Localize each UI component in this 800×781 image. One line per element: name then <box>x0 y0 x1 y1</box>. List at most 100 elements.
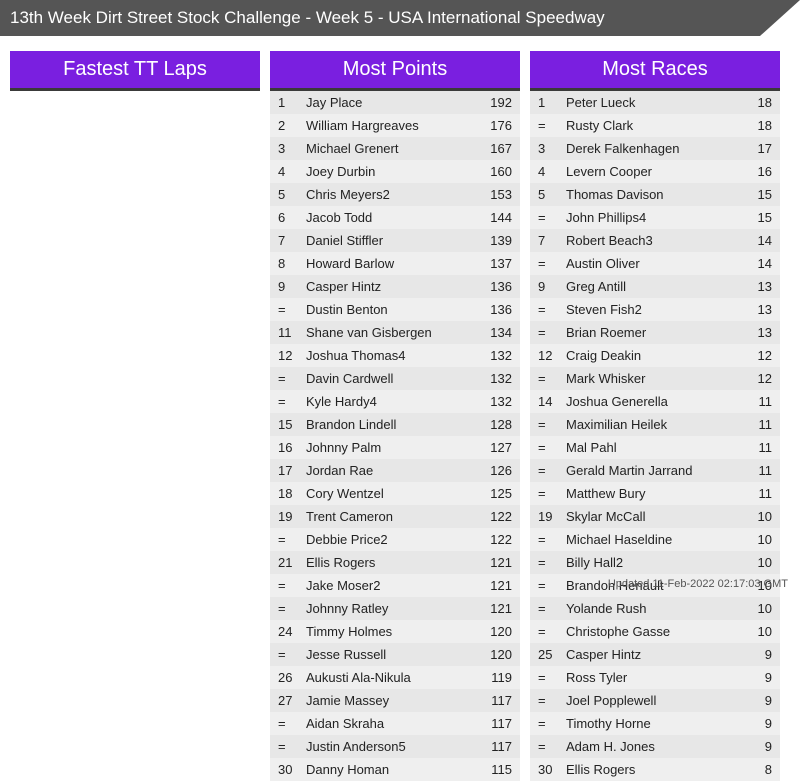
page-header: 13th Week Dirt Street Stock Challenge - … <box>0 0 800 36</box>
value-cell: 125 <box>476 486 512 501</box>
name-cell: Dustin Benton <box>306 302 476 317</box>
table-row: = Davin Cardwell 132 <box>270 367 520 390</box>
rank-cell: = <box>538 532 566 547</box>
table-row: 5 Thomas Davison 15 <box>530 183 780 206</box>
table-row: 4 Levern Cooper 16 <box>530 160 780 183</box>
rank-cell: = <box>538 716 566 731</box>
rank-cell: = <box>538 739 566 754</box>
rank-cell: 26 <box>278 670 306 685</box>
name-cell: Robert Beach3 <box>566 233 736 248</box>
table-row: = Gerald Martin Jarrand 11 <box>530 459 780 482</box>
rank-cell: = <box>538 693 566 708</box>
panel-tt-laps: Fastest TT Laps <box>10 51 260 781</box>
name-cell: Greg Antill <box>566 279 736 294</box>
name-cell: Casper Hintz <box>566 647 736 662</box>
rank-cell: 6 <box>278 210 306 225</box>
table-row: 30 Danny Homan 115 <box>270 758 520 781</box>
rank-cell: 16 <box>278 440 306 455</box>
rank-cell: 19 <box>278 509 306 524</box>
name-cell: Christophe Gasse <box>566 624 736 639</box>
header-angled-edge <box>760 0 800 36</box>
value-cell: 127 <box>476 440 512 455</box>
value-cell: 144 <box>476 210 512 225</box>
table-row: 2 William Hargreaves 176 <box>270 114 520 137</box>
value-cell: 17 <box>736 141 772 156</box>
rank-cell: 7 <box>278 233 306 248</box>
name-cell: Joel Popplewell <box>566 693 736 708</box>
table-row: = Austin Oliver 14 <box>530 252 780 275</box>
table-row: = Michael Haseldine 10 <box>530 528 780 551</box>
name-cell: Steven Fish2 <box>566 302 736 317</box>
value-cell: 11 <box>736 417 772 432</box>
name-cell: Timmy Holmes <box>306 624 476 639</box>
rank-cell: 11 <box>278 325 306 340</box>
value-cell: 10 <box>736 555 772 570</box>
table-row: 12 Joshua Thomas4 132 <box>270 344 520 367</box>
value-cell: 117 <box>476 739 512 754</box>
name-cell: Brandon Lindell <box>306 417 476 432</box>
name-cell: Shane van Gisbergen <box>306 325 476 340</box>
updated-timestamp: Updated 11-Feb-2022 02:17:03 GMT <box>608 578 788 590</box>
value-cell: 14 <box>736 256 772 271</box>
table-row: 8 Howard Barlow 137 <box>270 252 520 275</box>
table-row: 5 Chris Meyers2 153 <box>270 183 520 206</box>
table-row: 11 Shane van Gisbergen 134 <box>270 321 520 344</box>
value-cell: 8 <box>736 762 772 777</box>
name-cell: Justin Anderson5 <box>306 739 476 754</box>
table-row: 1 Peter Lueck 18 <box>530 91 780 114</box>
rank-cell: 1 <box>538 95 566 110</box>
name-cell: Maximilian Heilek <box>566 417 736 432</box>
table-row: = Steven Fish2 13 <box>530 298 780 321</box>
name-cell: Ellis Rogers <box>306 555 476 570</box>
table-row: 16 Johnny Palm 127 <box>270 436 520 459</box>
value-cell: 15 <box>736 210 772 225</box>
table-row: 1 Jay Place 192 <box>270 91 520 114</box>
rank-cell: 30 <box>278 762 306 777</box>
name-cell: Danny Homan <box>306 762 476 777</box>
value-cell: 9 <box>736 716 772 731</box>
rank-cell: = <box>278 394 306 409</box>
name-cell: Jay Place <box>306 95 476 110</box>
value-cell: 11 <box>736 486 772 501</box>
name-cell: Kyle Hardy4 <box>306 394 476 409</box>
table-row: = Kyle Hardy4 132 <box>270 390 520 413</box>
value-cell: 120 <box>476 647 512 662</box>
table-row: = Jesse Russell 120 <box>270 643 520 666</box>
table-row: = Timothy Horne 9 <box>530 712 780 735</box>
value-cell: 10 <box>736 601 772 616</box>
name-cell: Johnny Ratley <box>306 601 476 616</box>
rank-cell: 19 <box>538 509 566 524</box>
value-cell: 176 <box>476 118 512 133</box>
rank-cell: = <box>278 578 306 593</box>
name-cell: Chris Meyers2 <box>306 187 476 202</box>
value-cell: 132 <box>476 371 512 386</box>
name-cell: Timothy Horne <box>566 716 736 731</box>
name-cell: Casper Hintz <box>306 279 476 294</box>
name-cell: Michael Grenert <box>306 141 476 156</box>
table-row: 7 Robert Beach3 14 <box>530 229 780 252</box>
table-row: = John Phillips4 15 <box>530 206 780 229</box>
rank-cell: 9 <box>278 279 306 294</box>
table-row: = Maximilian Heilek 11 <box>530 413 780 436</box>
rank-cell: 17 <box>278 463 306 478</box>
name-cell: Aukusti Ala-Nikula <box>306 670 476 685</box>
name-cell: Daniel Stiffler <box>306 233 476 248</box>
value-cell: 14 <box>736 233 772 248</box>
table-row: 6 Jacob Todd 144 <box>270 206 520 229</box>
value-cell: 9 <box>736 670 772 685</box>
rank-cell: = <box>538 371 566 386</box>
table-row: 14 Joshua Generella 11 <box>530 390 780 413</box>
name-cell: Jacob Todd <box>306 210 476 225</box>
table-body-most-points: 1 Jay Place 192 2 William Hargreaves 176 3 Mich… <box>270 91 520 781</box>
name-cell: Mal Pahl <box>566 440 736 455</box>
table-row: = Adam H. Jones 9 <box>530 735 780 758</box>
table-row: 15 Brandon Lindell 128 <box>270 413 520 436</box>
rank-cell: = <box>278 601 306 616</box>
table-row: = Dustin Benton 136 <box>270 298 520 321</box>
name-cell: Joey Durbin <box>306 164 476 179</box>
table-row: 24 Timmy Holmes 120 <box>270 620 520 643</box>
name-cell: Thomas Davison <box>566 187 736 202</box>
rank-cell: 7 <box>538 233 566 248</box>
value-cell: 136 <box>476 302 512 317</box>
value-cell: 126 <box>476 463 512 478</box>
